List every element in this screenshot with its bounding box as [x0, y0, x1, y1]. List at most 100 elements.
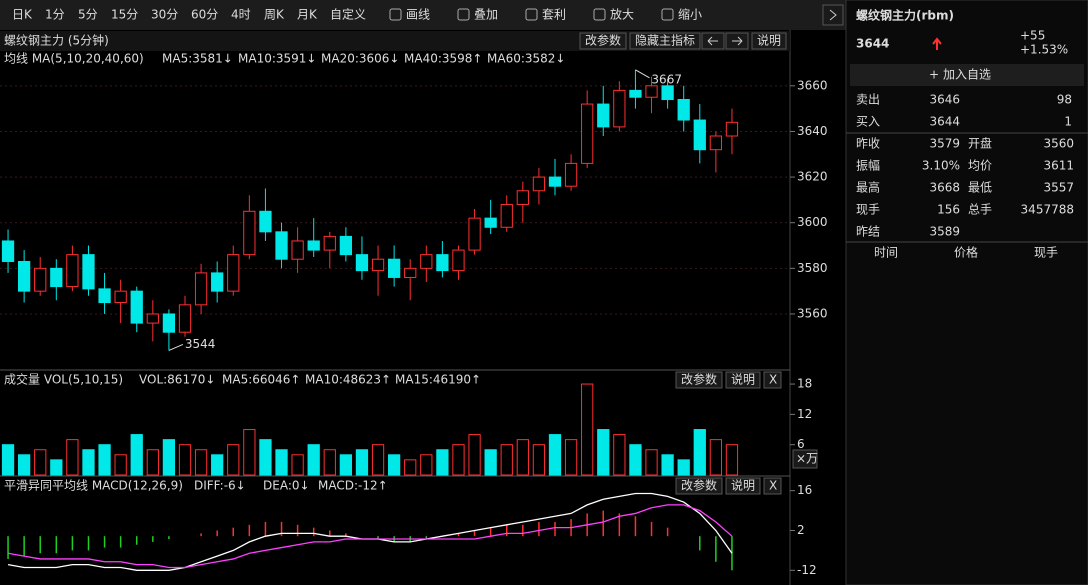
- tool-icon: [457, 8, 470, 21]
- button-label[interactable]: 隐藏主指标: [635, 33, 695, 48]
- tool-icon: [389, 8, 402, 21]
- volume-bar: [613, 434, 626, 476]
- period-tab[interactable]: 15分: [111, 8, 138, 22]
- indicator-label: MACD:-12↑: [318, 479, 388, 493]
- stat-label: 最低: [968, 181, 992, 195]
- add-button-bg[interactable]: [850, 64, 1084, 86]
- volume-bar: [468, 434, 481, 476]
- period-tab[interactable]: 1分: [45, 8, 65, 22]
- ticks-header: 现手: [1034, 246, 1058, 260]
- candle-body: [162, 313, 176, 333]
- button[interactable]: [725, 477, 761, 495]
- button-label[interactable]: X: [769, 479, 777, 493]
- period-tab[interactable]: 周K: [264, 8, 285, 22]
- volume-bar: [130, 434, 143, 476]
- candle-body: [291, 240, 304, 260]
- stat-value: 3668: [929, 181, 960, 195]
- button-label[interactable]: 说明: [731, 478, 755, 493]
- volume-bar: [162, 439, 176, 476]
- volume-bar: [661, 454, 674, 476]
- candle-body: [339, 235, 353, 256]
- period-tab[interactable]: 自定义: [330, 7, 366, 22]
- arrow-right: [732, 36, 743, 46]
- stat-label: 振幅: [856, 158, 880, 173]
- period-tab[interactable]: 5分: [78, 8, 98, 22]
- candle-body: [82, 254, 95, 290]
- button-label[interactable]: 改参数: [585, 33, 621, 48]
- candle-body: [725, 121, 739, 137]
- volume-bar: [677, 459, 690, 476]
- candle-body: [452, 249, 465, 272]
- stat-label: 均价: [968, 159, 992, 173]
- button[interactable]: [751, 32, 787, 50]
- y-tick-label: 3560: [797, 306, 828, 320]
- candle-body: [645, 85, 658, 98]
- candle-body: [178, 304, 192, 333]
- candle-body: [581, 103, 594, 164]
- stat-label: 现手: [856, 203, 880, 217]
- volume-bar: [500, 444, 513, 476]
- period-tab[interactable]: 30分: [151, 8, 178, 22]
- button[interactable]: [675, 371, 723, 389]
- quote-title: 螺纹钢主力(rbm): [856, 8, 954, 23]
- button-label[interactable]: 改参数: [681, 372, 717, 387]
- y-tick-label: 3660: [797, 78, 828, 92]
- volume-bar: [645, 449, 658, 476]
- button[interactable]: [763, 477, 782, 495]
- candle-body: [500, 203, 513, 228]
- y-tick-label: 3640: [797, 124, 828, 138]
- button-label[interactable]: 说明: [757, 33, 781, 48]
- period-tab[interactable]: 月K: [297, 8, 318, 22]
- indicator-label: DEA:0↓: [263, 479, 310, 493]
- button[interactable]: [579, 32, 627, 50]
- tool-button[interactable]: 画线: [406, 8, 430, 22]
- button-label[interactable]: X: [769, 373, 777, 387]
- indicator-label: MA60:3582↓: [487, 52, 565, 66]
- quote-price: 3644: [856, 37, 889, 51]
- candle-body: [597, 103, 610, 128]
- candle-body: [66, 254, 79, 288]
- candle-body: [259, 210, 272, 233]
- y-tick-label: 16: [797, 483, 812, 497]
- candle-body: [146, 313, 159, 324]
- volume-bar: [452, 444, 465, 476]
- indicator-label: MA10:48623↑: [305, 373, 391, 387]
- tool-button[interactable]: 缩小: [678, 7, 702, 22]
- button-label[interactable]: 说明: [731, 372, 755, 387]
- candle-body: [613, 89, 626, 128]
- y-tick-label: -12: [797, 563, 817, 577]
- quote-change-pct: +1.53%: [1020, 43, 1068, 57]
- volume-bar: [82, 449, 95, 476]
- add-watchlist[interactable]: 加入自选: [943, 68, 991, 82]
- volume-bar: [18, 454, 31, 476]
- candle-body: [709, 135, 723, 151]
- button-label[interactable]: 改参数: [681, 478, 717, 493]
- volume-bar: [725, 444, 739, 476]
- volume-bar: [323, 449, 336, 476]
- next-button[interactable]: [822, 4, 844, 26]
- plus: +: [929, 68, 939, 82]
- tool-button[interactable]: 放大: [610, 7, 634, 22]
- volume-bar: [404, 459, 417, 476]
- volume-bar: [371, 444, 385, 476]
- period-tab[interactable]: 4时: [231, 8, 251, 22]
- tool-icon: [661, 8, 674, 21]
- y-tick-label: 2: [797, 523, 805, 537]
- period-tab[interactable]: 60分: [191, 8, 218, 22]
- volume-bar: [436, 449, 449, 476]
- button[interactable]: [725, 371, 761, 389]
- button[interactable]: [675, 477, 723, 495]
- tool-button[interactable]: 套利: [542, 8, 566, 22]
- stat-label: 昨结: [856, 225, 880, 239]
- period-tab[interactable]: 日K: [12, 8, 33, 22]
- tool-button[interactable]: 叠加: [474, 8, 498, 22]
- volume-bar: [420, 454, 433, 476]
- volume-bar: [275, 449, 288, 476]
- unit-box: [792, 449, 818, 469]
- candle-body: [693, 119, 706, 151]
- button[interactable]: [763, 371, 782, 389]
- volume-bar: [227, 444, 240, 476]
- button[interactable]: [629, 32, 701, 50]
- indicator-label: MA10:3591↓: [238, 52, 316, 66]
- volume-bar: [484, 449, 497, 476]
